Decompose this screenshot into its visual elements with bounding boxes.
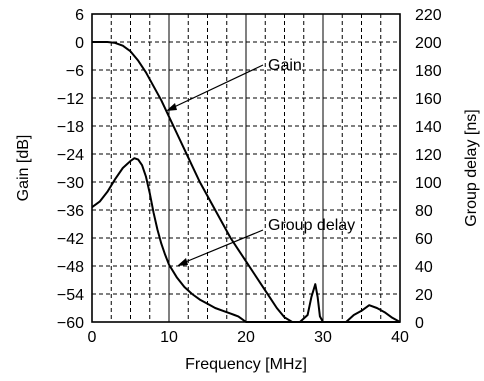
gain-annotation-label: Gain — [268, 57, 302, 74]
x-tick-label: 0 — [88, 329, 97, 346]
right-y-tick-label: 200 — [415, 35, 442, 52]
left-y-tick-label: −12 — [57, 91, 84, 108]
left-y-tick-label: 0 — [75, 35, 84, 52]
left-y-tick-label: −54 — [57, 287, 84, 304]
right-y-tick-label: 180 — [415, 63, 442, 80]
left-y-tick-label: −60 — [57, 315, 84, 332]
left-y-tick-label: −18 — [57, 119, 84, 136]
gain-annotation-leader — [171, 64, 264, 109]
left-y-tick-label: −36 — [57, 203, 84, 220]
x-tick-label: 20 — [237, 329, 255, 346]
x-axis-title: Frequency [MHz] — [185, 356, 307, 373]
left-y-tick-label: −30 — [57, 175, 84, 192]
right-y-tick-label: 20 — [415, 287, 433, 304]
left-y-axis-title: Gain [dB] — [15, 135, 32, 202]
right-y-tick-label: 80 — [415, 203, 433, 220]
right-y-axis-title: Group delay [ns] — [463, 109, 480, 226]
group-delay-annotation-leader — [182, 229, 264, 264]
left-y-tick-label: −42 — [57, 231, 84, 248]
gain-annotation-arrowhead — [166, 103, 177, 111]
right-y-tick-label: 220 — [415, 7, 442, 24]
right-y-tick-label: 120 — [415, 147, 442, 164]
right-y-tick-label: 160 — [415, 91, 442, 108]
left-y-tick-labels: 6 0 −6 −12 −18 −24 −30 −36 −42 −48 −54 −60 — [57, 7, 84, 332]
left-y-tick-label: −24 — [57, 147, 84, 164]
x-tick-label: 40 — [391, 329, 409, 346]
x-tick-labels: 0 10 20 30 40 — [88, 329, 409, 346]
right-y-tick-label: 60 — [415, 231, 433, 248]
x-tick-label: 30 — [314, 329, 332, 346]
grid-lines — [92, 14, 400, 322]
x-tick-label: 10 — [160, 329, 178, 346]
right-y-tick-label: 100 — [415, 175, 442, 192]
group-delay-annotation-label: Group delay — [268, 217, 355, 234]
left-y-tick-label: −48 — [57, 259, 84, 276]
group-delay-annotation-arrowhead — [177, 258, 188, 266]
left-y-tick-label: −6 — [66, 63, 84, 80]
group-delay-annotation: Group delay — [177, 217, 355, 266]
right-y-tick-label: 40 — [415, 259, 433, 276]
gain-annotation: Gain — [166, 57, 302, 111]
right-y-tick-label: 140 — [415, 119, 442, 136]
plot-frame — [91, 13, 401, 323]
left-y-tick-label: 6 — [75, 7, 84, 24]
right-y-tick-label: 0 — [415, 315, 424, 332]
